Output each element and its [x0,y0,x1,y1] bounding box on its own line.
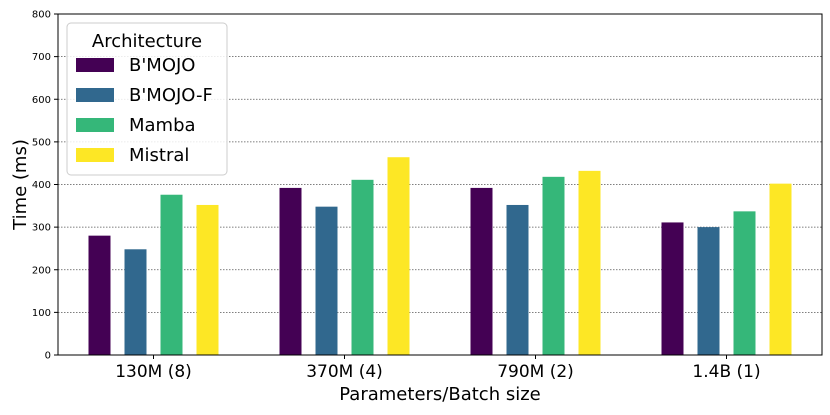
bar-mamba-2 [542,176,565,355]
bar-mistral-2 [578,170,601,355]
y-axis-label: Time (ms) [10,139,31,231]
bar-b-mojo-0 [88,235,111,355]
y-tick-label: 700 [32,52,51,63]
bar-b-mojo-2 [470,187,493,355]
legend-label: B'MOJO-F [129,85,213,106]
bar-b-mojo-f-1 [315,206,338,355]
bar-b-mojo-1 [279,187,302,355]
x-tick-label: 370M (4) [306,362,383,382]
x-axis-label: Parameters/Batch size [339,384,540,405]
legend-swatch [76,58,114,72]
bar-b-mojo-f-0 [124,249,147,355]
x-tick-label: 1.4B (1) [692,362,760,382]
y-tick-label: 500 [32,137,51,148]
legend-swatch [76,148,114,162]
x-tick-label: 790M (2) [497,362,574,382]
bar-b-mojo-f-3 [697,227,720,355]
y-tick-label: 600 [32,95,51,106]
y-tick-label: 400 [32,180,51,191]
legend-label: Mamba [129,115,196,136]
legend-label: B'MOJO [129,55,195,76]
y-tick-label: 0 [45,351,51,362]
bar-mamba-3 [733,211,756,355]
y-tick-label: 800 [32,10,51,21]
bars [88,157,792,355]
legend-label: Mistral [129,145,189,166]
legend: Architecture B'MOJO B'MOJO-F Mamba Mistral [66,22,228,176]
bar-mistral-0 [196,204,219,355]
legend-swatch [76,88,114,102]
y-axis-ticks: 0 100 200 300 400 500 600 700 800 [32,10,58,362]
y-tick-label: 300 [32,223,51,234]
bar-mistral-1 [387,157,410,355]
bar-b-mojo-f-2 [506,204,529,355]
bar-b-mojo-3 [661,222,684,355]
legend-swatch [76,118,114,132]
x-axis-ticks: 130M (8) 370M (4) 790M (2) 1.4B (1) [115,355,761,382]
bar-mamba-1 [351,179,374,355]
bar-mistral-3 [769,183,792,355]
legend-title: Architecture [92,31,202,52]
bar-mamba-0 [160,194,183,355]
y-tick-label: 100 [32,308,51,319]
y-tick-label: 200 [32,265,51,276]
x-tick-label: 130M (8) [115,362,192,382]
